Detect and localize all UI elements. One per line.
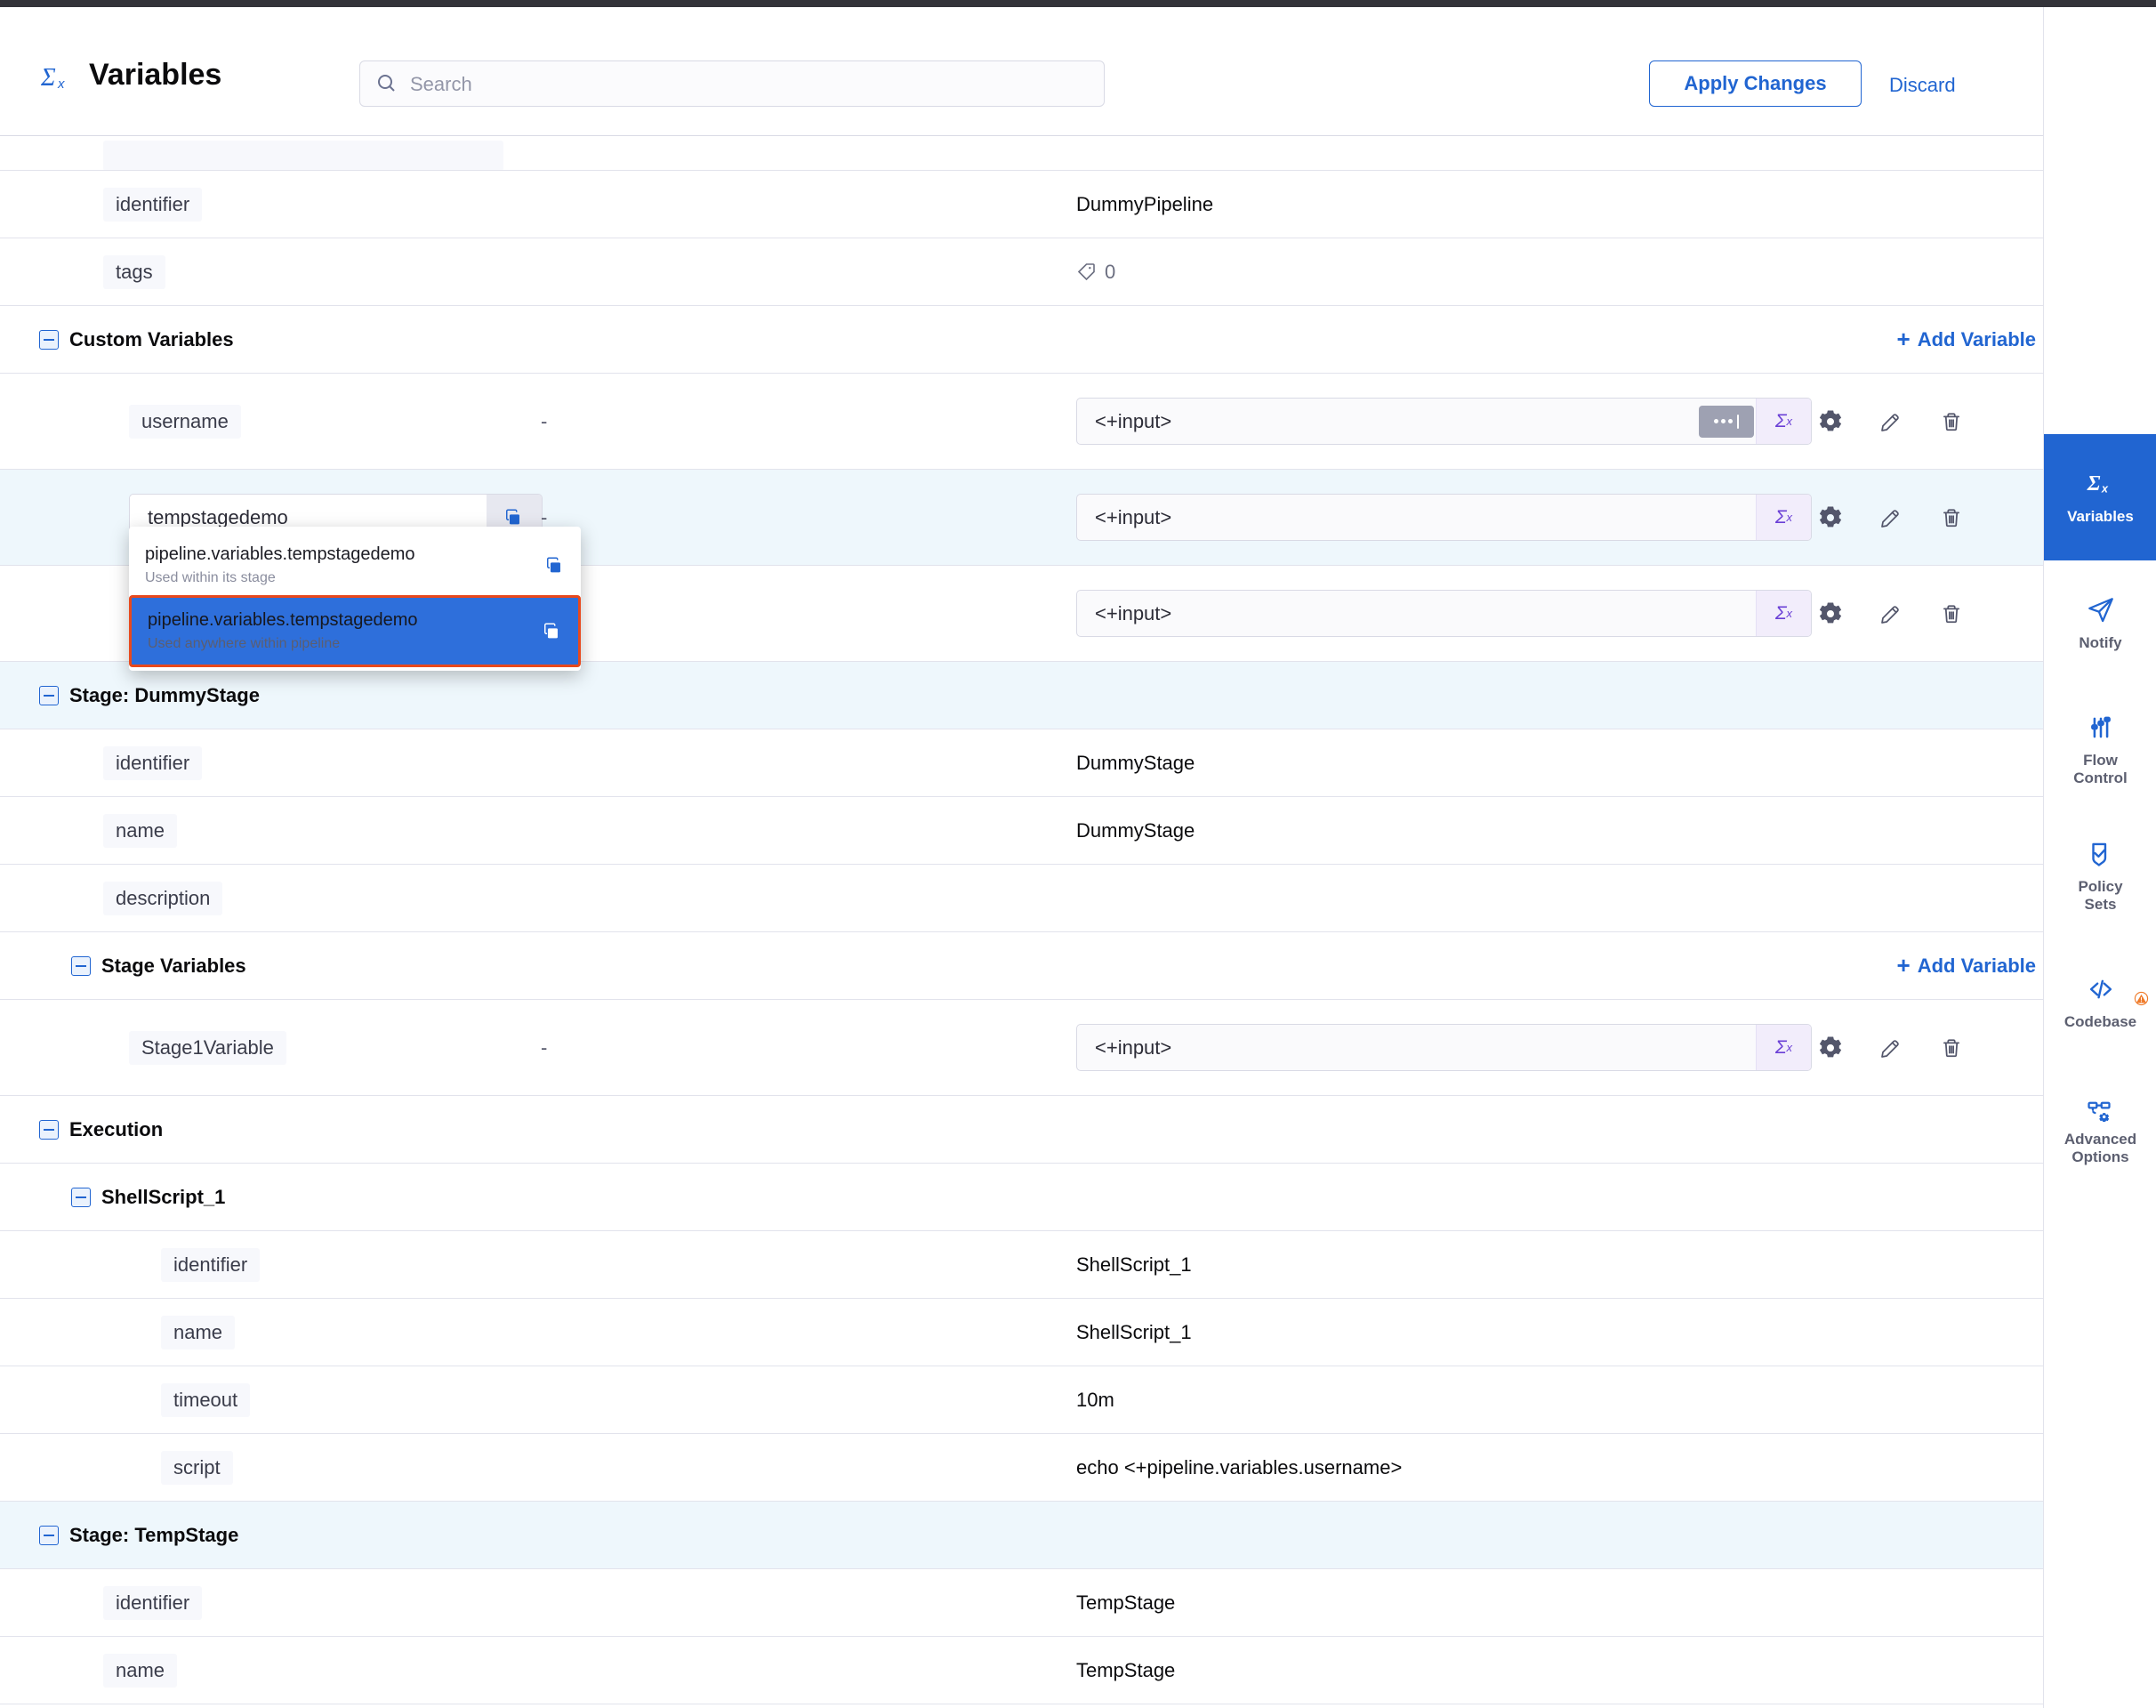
svg-text:Σ: Σ — [2086, 472, 2100, 495]
svg-text:x: x — [57, 77, 65, 92]
svg-text:Σ: Σ — [40, 64, 56, 92]
svg-text:x: x — [2100, 481, 2108, 495]
